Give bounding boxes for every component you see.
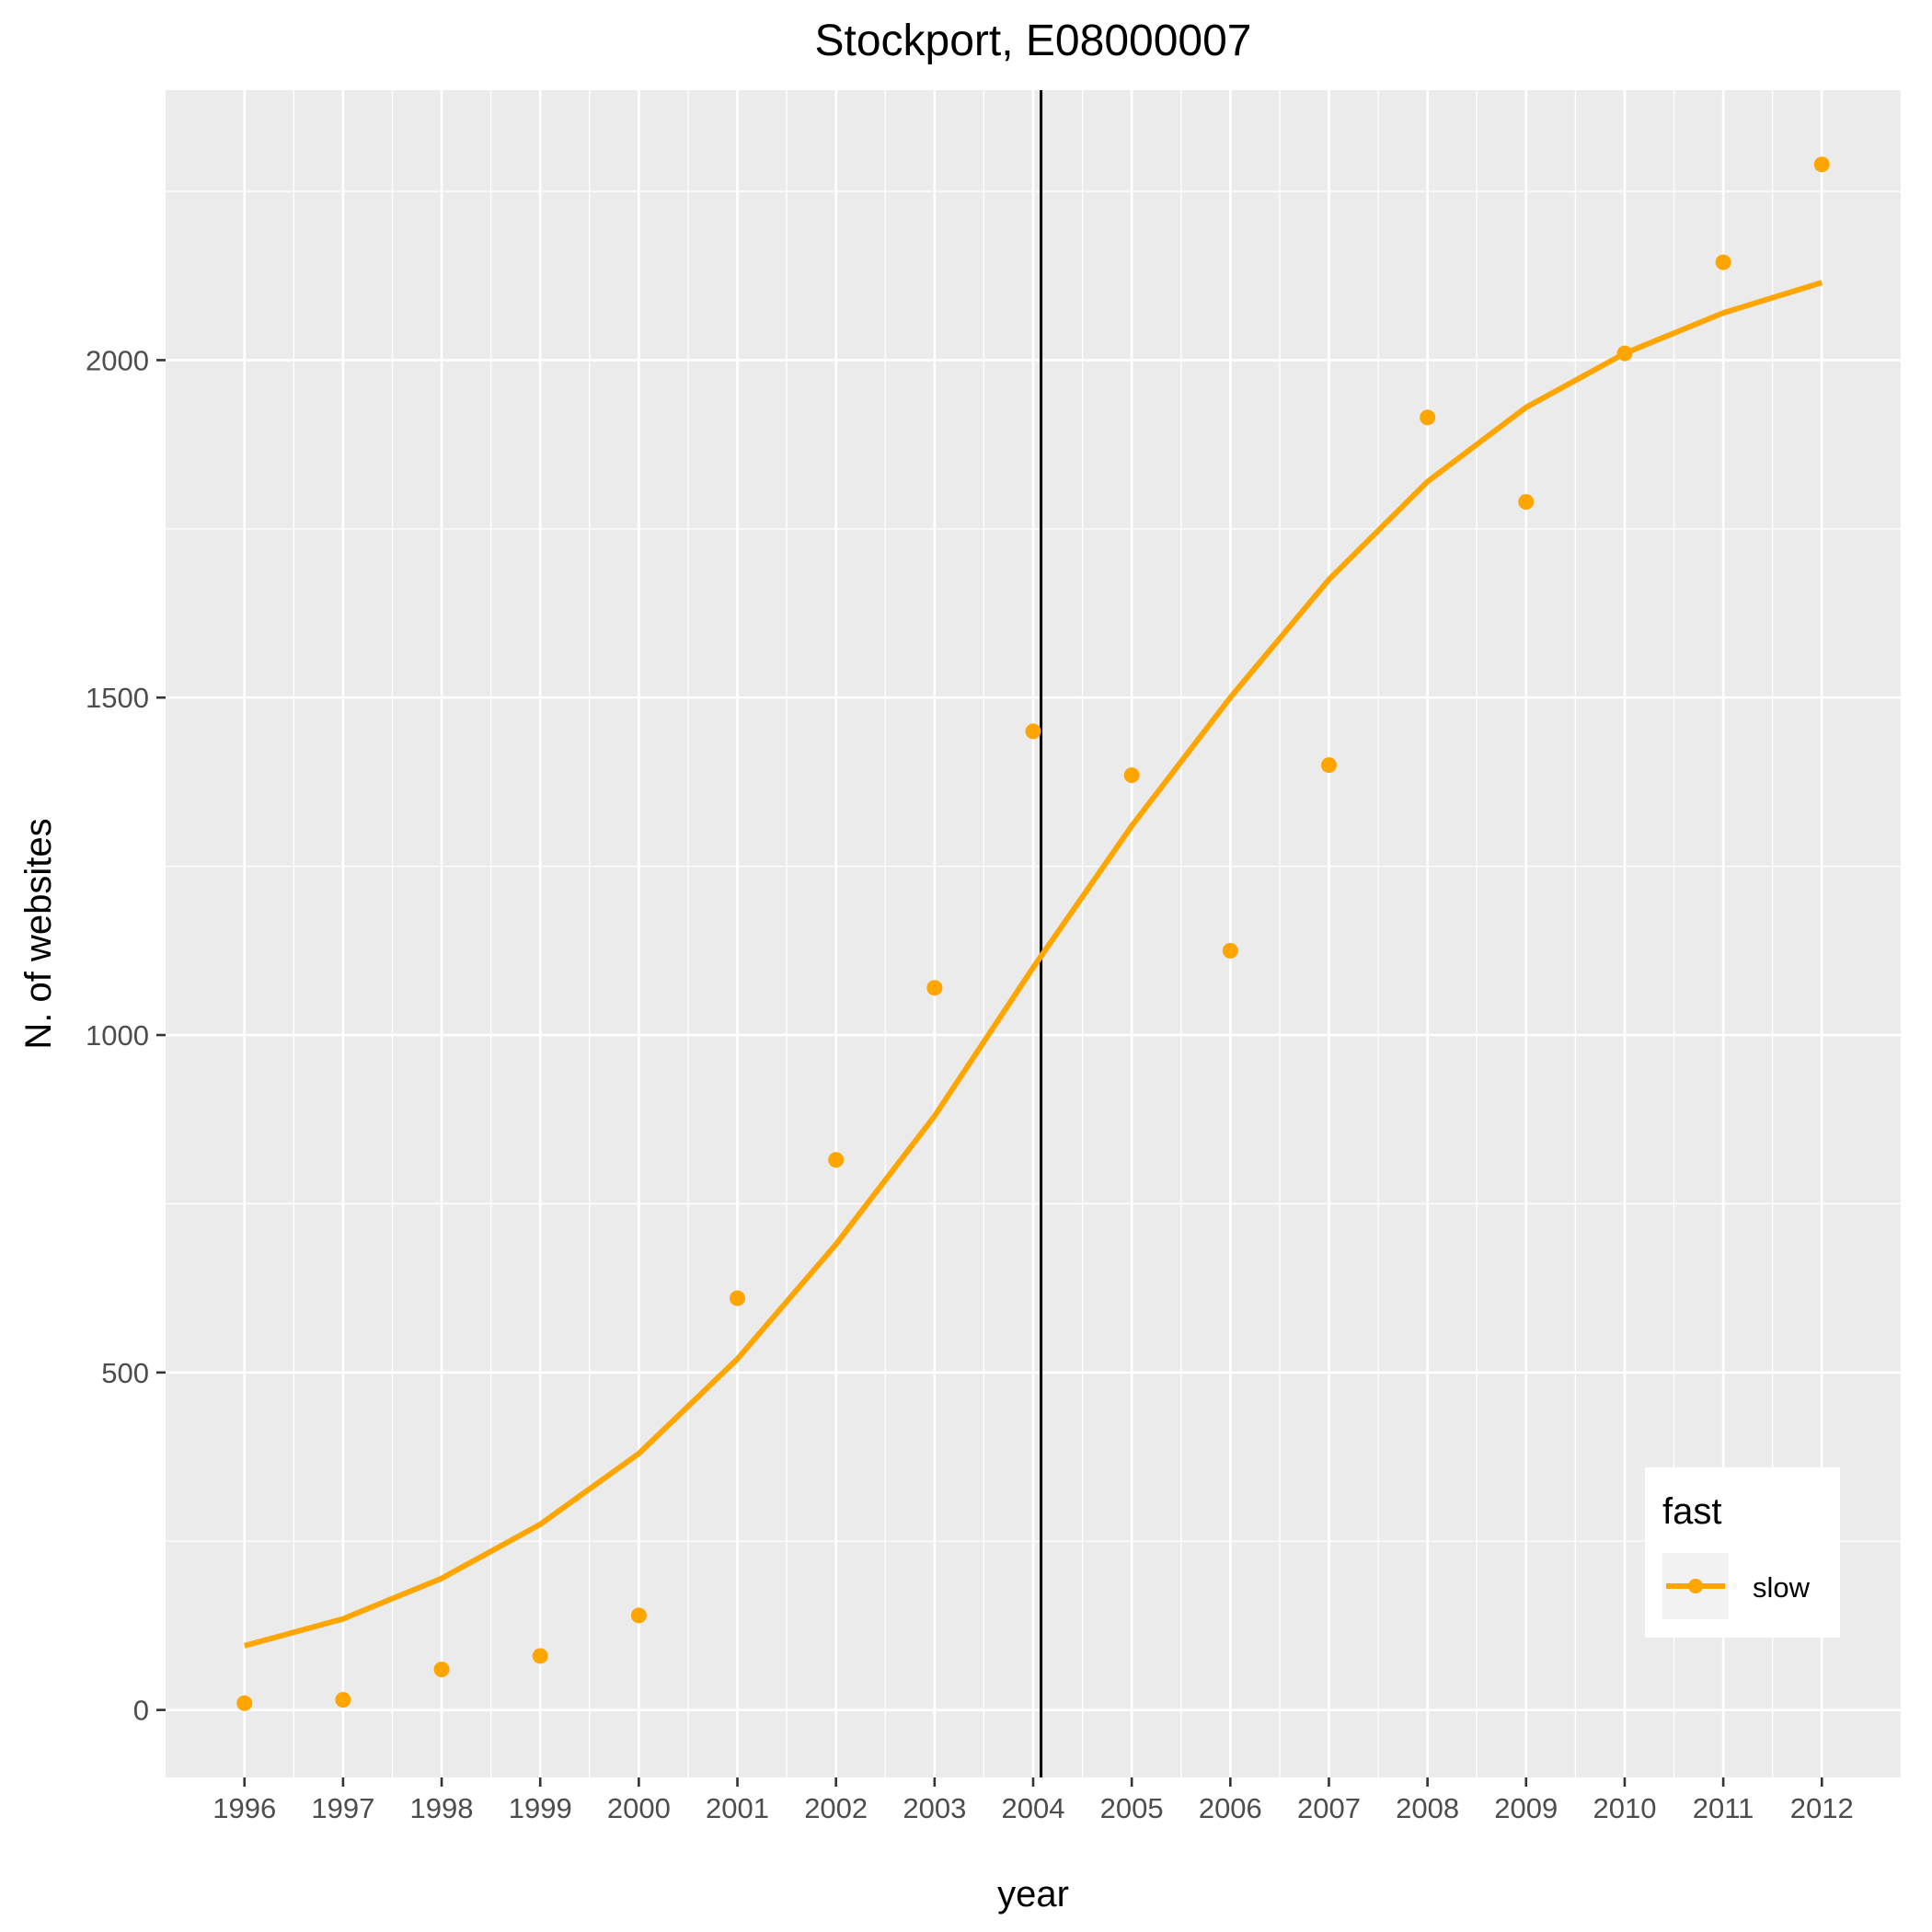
legend-key-point [1688, 1579, 1703, 1593]
y-tick-label: 1000 [86, 1019, 149, 1052]
data-point [926, 980, 943, 996]
x-tick-label: 1996 [213, 1792, 276, 1824]
legend-entry-slow: slow [1753, 1571, 1811, 1604]
data-point [532, 1648, 548, 1664]
data-point [1320, 757, 1337, 774]
x-tick-label: 1997 [311, 1792, 374, 1824]
data-point [1025, 723, 1041, 740]
y-tick-label: 2000 [86, 344, 149, 376]
legend: fast slow [1645, 1467, 1840, 1638]
smooth-line-layer [243, 280, 1823, 1649]
y-tick-label: 1500 [86, 682, 149, 714]
y-tick-label: 500 [101, 1357, 149, 1389]
data-point [433, 1662, 450, 1678]
data-point [1222, 942, 1238, 959]
data-point [1420, 409, 1436, 426]
data-point [730, 1290, 746, 1306]
x-tick-label: 2009 [1494, 1792, 1558, 1824]
x-tick-label: 2004 [1002, 1792, 1065, 1824]
x-tick-label: 2008 [1396, 1792, 1459, 1824]
data-point [1715, 254, 1731, 270]
data-point [828, 1152, 845, 1168]
data-point [1518, 493, 1535, 510]
points-layer [236, 156, 1830, 1711]
data-point [335, 1692, 351, 1708]
data-point [1616, 345, 1633, 362]
x-tick-label: 2003 [903, 1792, 966, 1824]
x-tick-label: 2001 [706, 1792, 769, 1824]
x-axis-ticks: 1996 1997 1998 1999 2000 2001 2002 2003 2004 2005… [213, 1777, 1854, 1824]
x-tick-label: 1999 [509, 1792, 572, 1824]
x-tick-label: 2002 [804, 1792, 868, 1824]
data-point [1813, 156, 1830, 173]
smooth-line-slow [243, 280, 1823, 1649]
x-tick-label: 1998 [410, 1792, 474, 1824]
y-tick-label: 0 [133, 1695, 149, 1727]
y-axis-ticks: 0 500 1000 1500 2000 [86, 344, 166, 1727]
x-tick-label: 2011 [1693, 1792, 1754, 1824]
x-tick-label: 2005 [1100, 1792, 1164, 1824]
x-tick-label: 2000 [607, 1792, 671, 1824]
x-tick-label: 2012 [1790, 1792, 1854, 1824]
legend-title: fast [1662, 1491, 1721, 1532]
x-tick-label: 2007 [1297, 1792, 1361, 1824]
x-axis-title: year [997, 1874, 1069, 1915]
x-tick-label: 2010 [1593, 1792, 1656, 1824]
y-axis-title: N. of websites [18, 818, 59, 1049]
data-point [236, 1695, 253, 1711]
x-tick-label: 2006 [1199, 1792, 1262, 1824]
data-point [630, 1607, 647, 1624]
data-point [1123, 767, 1140, 784]
chart-title: Stockport, E08000007 [814, 17, 1251, 65]
minor-gridlines [166, 90, 1901, 1777]
